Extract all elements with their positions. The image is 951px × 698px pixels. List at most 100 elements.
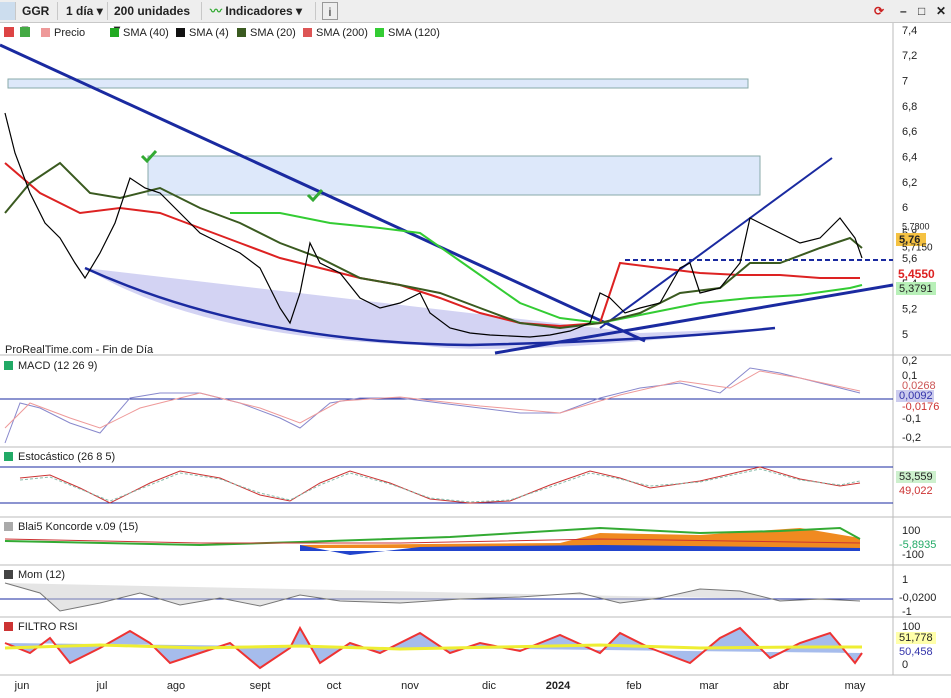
symbol-select[interactable]: GGR ▾ [18, 2, 58, 36]
value-badge [896, 390, 934, 402]
y-tick-label: 6,2 [902, 177, 917, 189]
x-tick-label: jun [14, 680, 30, 692]
y-tick-label: 6 [902, 202, 908, 214]
x-tick-label: jul [95, 680, 107, 692]
trendline [599, 157, 833, 329]
zone [7, 78, 749, 89]
watermark: ProRealTime.com - Fin de Día [5, 344, 154, 356]
y-tick-label: 6,8 [902, 101, 917, 113]
y-tick-label: 5,6 [902, 253, 917, 265]
koncorde-panel: Blai5 Koncorde v.09 (15) 100 -100 -5,893… [4, 521, 936, 561]
y-tick-label: 0,2 [902, 355, 917, 367]
period-select[interactable]: 1 día ▾ [62, 2, 108, 20]
panel-icon [4, 452, 13, 461]
value-label: 53,559 [899, 471, 933, 483]
price-badge [896, 233, 926, 246]
mom-panel: Mom (12) 1 -1 -0,0200 [0, 569, 936, 618]
check-mark [140, 149, 158, 164]
chart-area: Precio SMA (40) SMA (4) SMA (20) SMA (20… [0, 23, 951, 692]
panel-title: Estocástico (26 8 5) [18, 451, 115, 463]
indicators-button[interactable]: 〰 Indicadores ▾ [206, 2, 316, 20]
y-tick-label: 5,2 [902, 304, 917, 316]
channel-fill [85, 268, 775, 349]
panel-borders [0, 23, 951, 676]
trendline [84, 266, 776, 347]
trendline [0, 43, 646, 343]
sma-200 [4, 162, 860, 328]
value-label: -5,8935 [899, 539, 936, 551]
y-tick-label: -100 [902, 549, 924, 561]
value-label: -0,0200 [899, 592, 936, 604]
y-tick-label: 100 [902, 621, 920, 633]
legend-entry[interactable]: Precio [54, 27, 85, 39]
value-label: 5,7800 [902, 221, 930, 231]
y-tick-label: 100 [902, 525, 920, 537]
price-axis: 7,4 7,2 7 6,8 6,6 6,4 6,2 6 5,8 5,6 5,4 … [896, 25, 936, 341]
trendline [494, 283, 894, 355]
legend-entry[interactable]: SMA (4) [189, 27, 229, 39]
value-label: 50,458 [899, 646, 933, 658]
panel-icon [4, 570, 13, 579]
value-label: 0,0268 [902, 380, 936, 392]
price-drawings [0, 43, 894, 355]
macd-line [4, 367, 861, 444]
panel-title: MACD (12 26 9) [18, 360, 97, 372]
info: i [328, 5, 332, 19]
menu-icon[interactable] [0, 2, 16, 20]
x-tick-label: may [845, 680, 866, 692]
rsi-average [4, 643, 862, 651]
legend-entry[interactable]: SMA (120) [388, 27, 440, 39]
x-tick-label: dic [482, 680, 497, 692]
y-tick-label: -1 [902, 606, 912, 618]
price-line [4, 112, 863, 338]
koncorde-area [300, 528, 860, 548]
panel-title: Blai5 Koncorde v.09 (15) [18, 521, 138, 533]
refresh-button[interactable]: ⟳ [874, 4, 885, 18]
y-tick-label: 7,4 [902, 25, 917, 37]
legend-swatch [110, 28, 119, 37]
x-tick-label: 2024 [546, 680, 571, 692]
close-button[interactable]: ✕ [936, 4, 947, 18]
rsi-panel: FILTRO RSI 100 50 0 51,778 50,458 [4, 621, 936, 671]
x-tick-label: mar [700, 680, 719, 692]
legend-entry[interactable]: SMA (40) [123, 27, 169, 39]
maximize-button[interactable]: □ [918, 4, 926, 18]
indicators: Indicadores [225, 4, 293, 18]
symbol: GGR [22, 4, 50, 18]
units-select[interactable]: 200 unidades ▾ [110, 2, 202, 36]
legend-swatch [41, 28, 50, 37]
legend-entry[interactable]: SMA (200) [316, 27, 368, 39]
y-tick-label: 0 [902, 659, 908, 671]
sma-40 [4, 161, 863, 330]
y-tick-label: -0,1 [902, 413, 921, 425]
value-label: 51,778 [899, 632, 933, 644]
x-tick-label: sept [250, 680, 271, 692]
info-button[interactable]: i [322, 2, 338, 20]
stoch-d [19, 468, 861, 503]
value-badge [896, 282, 936, 295]
value-label: 0,0092 [899, 390, 933, 402]
period: 1 día [66, 4, 94, 18]
y-tick-label: 7,2 [902, 50, 917, 62]
toolbar: GGR ▾ 1 día ▾ 200 unidades ▾ 〰 Indicador… [0, 0, 951, 36]
value-label: 5,3791 [899, 283, 933, 295]
y-tick-label: 7 [902, 76, 908, 88]
legend-icon[interactable] [4, 27, 14, 37]
legend-icon[interactable] [20, 27, 30, 37]
last-price: 5,76 [899, 234, 920, 246]
x-tick-label: nov [401, 680, 419, 692]
panel-icon [4, 522, 13, 531]
x-tick-label: ago [167, 680, 185, 692]
signal-line [4, 370, 861, 429]
value-badge [896, 632, 936, 644]
koncorde-area [300, 545, 860, 555]
x-tick-label: oct [327, 680, 342, 692]
y-tick-label: 6,6 [902, 126, 917, 138]
units: 200 unidades [114, 4, 191, 18]
legend-entry[interactable]: SMA (20) [250, 27, 296, 39]
panel-title: FILTRO RSI [18, 621, 78, 633]
koncorde-line [4, 526, 861, 547]
legend-swatch [303, 28, 312, 37]
panel-title: Mom (12) [18, 569, 65, 581]
minimize-button[interactable]: – [900, 4, 907, 18]
